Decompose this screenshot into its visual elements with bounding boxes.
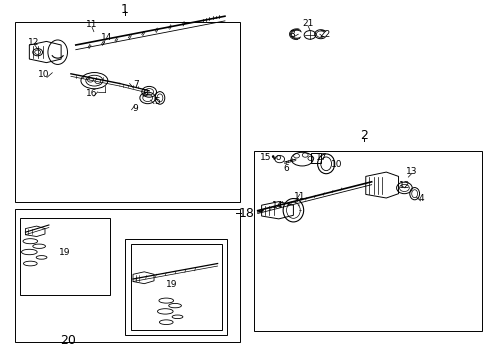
Text: 21: 21: [302, 19, 313, 28]
Text: 3: 3: [289, 30, 295, 39]
Text: 2: 2: [360, 129, 367, 141]
Bar: [15, 209, 239, 342]
Text: 11: 11: [293, 192, 305, 201]
Text: 18: 18: [239, 207, 254, 220]
Text: 6: 6: [283, 164, 288, 173]
Text: 10: 10: [330, 161, 342, 170]
Text: 19: 19: [166, 280, 178, 289]
Text: 12: 12: [398, 181, 410, 190]
Bar: [310, 153, 321, 163]
Text: 12: 12: [27, 38, 39, 47]
Text: 17: 17: [315, 153, 327, 162]
Text: 1: 1: [121, 3, 128, 15]
Bar: [15, 22, 239, 202]
Text: 14: 14: [101, 33, 112, 42]
Text: 5: 5: [154, 97, 160, 106]
Text: 16: 16: [86, 89, 98, 98]
Bar: [254, 151, 481, 331]
Text: 19: 19: [59, 248, 70, 257]
Bar: [124, 239, 227, 335]
Text: 4: 4: [418, 194, 424, 203]
Text: 11: 11: [86, 20, 98, 29]
Text: 15•o: 15•o: [260, 153, 282, 162]
Text: 22: 22: [319, 30, 330, 39]
Text: 7: 7: [133, 81, 139, 90]
Text: 14: 14: [271, 202, 283, 210]
Text: 10: 10: [38, 71, 50, 80]
Bar: [20, 218, 110, 295]
Text: 13: 13: [405, 166, 417, 176]
Text: 9: 9: [132, 104, 138, 113]
Text: 20: 20: [61, 334, 76, 347]
Bar: [131, 244, 221, 330]
Text: 8: 8: [142, 89, 148, 98]
